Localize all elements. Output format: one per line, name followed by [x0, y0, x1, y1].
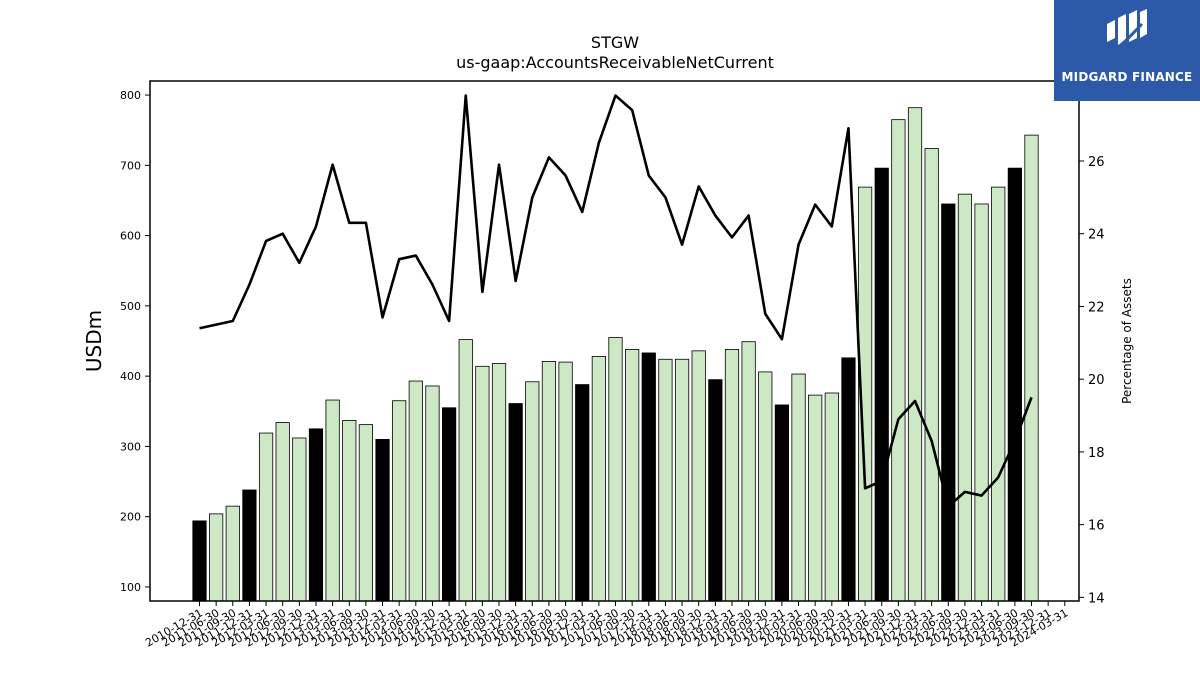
bar: [1007, 167, 1022, 602]
y-tick-label: 400: [120, 370, 141, 383]
y-right-tick-label: 26: [1088, 155, 1105, 170]
chart-subtitle: us-gaap:AccountsReceivableNetCurrent: [456, 53, 774, 72]
bar: [558, 361, 573, 602]
chart-title: STGW: [591, 33, 639, 52]
y-right-tick-label: 16: [1088, 519, 1105, 534]
bar: [342, 420, 357, 602]
bar: [774, 404, 790, 602]
bar-series: [192, 107, 1039, 602]
bar: [941, 203, 956, 602]
line-series: [199, 94, 1033, 508]
bar: [225, 505, 240, 602]
midgard-finance-logo: MIDGARD FINANCE: [1054, 0, 1200, 101]
bar: [674, 358, 690, 602]
bar: [907, 107, 923, 602]
y-tick-label: 600: [120, 230, 141, 243]
bar: [275, 422, 290, 602]
bar: [791, 373, 806, 602]
bar: [441, 407, 457, 602]
y-tick-label: 500: [120, 300, 141, 313]
bar: [425, 385, 440, 602]
bar: [209, 513, 224, 602]
bar: [491, 363, 507, 602]
bar: [541, 360, 557, 602]
bar: [358, 424, 374, 602]
y-right-tick-label: 14: [1088, 591, 1105, 606]
bar: [891, 119, 906, 602]
x-axis: 2010-12-312011-06-302011-09-302011-12-31…: [143, 601, 1070, 650]
bar: [824, 392, 839, 602]
bar: [874, 167, 889, 602]
bar: [508, 403, 523, 602]
bar: [392, 400, 407, 602]
bar: [1024, 134, 1039, 602]
bar: [258, 432, 274, 602]
bar: [292, 437, 307, 602]
bar: [841, 357, 856, 602]
bar: [974, 203, 989, 602]
y-right-tick-label: 18: [1088, 446, 1105, 461]
y-tick-label: 200: [120, 511, 141, 524]
y-right-tick-label: 20: [1088, 373, 1105, 388]
logo-text: MIDGARD FINANCE: [1061, 70, 1193, 84]
bar: [591, 356, 606, 602]
right-y-axis: 14 16 18 20 22 24 26: [1079, 155, 1105, 606]
bar: [625, 349, 640, 602]
bar: [475, 365, 490, 602]
bar: [741, 341, 756, 602]
y-tick-label: 100: [120, 581, 141, 594]
bar: [575, 384, 590, 602]
left-y-axis-label: USDm: [82, 310, 106, 372]
plot-frame: [149, 80, 1080, 602]
bar: [808, 394, 823, 602]
bar: [608, 337, 623, 602]
bar: [325, 399, 340, 602]
bar: [458, 339, 473, 602]
bar: [658, 358, 673, 602]
left-y-axis: 100 200 300 400 500 600 700 800: [120, 89, 150, 594]
bar: [691, 350, 706, 602]
y-tick-label: 700: [120, 159, 141, 172]
bar: [641, 352, 656, 602]
y-tick-label: 800: [120, 89, 141, 102]
percentage-of-assets-line: [199, 94, 1033, 508]
y-right-tick-label: 24: [1088, 228, 1105, 243]
bar: [708, 379, 723, 602]
logo-mark-icon: [1107, 9, 1147, 50]
y-tick-label: 300: [120, 440, 141, 453]
bar: [525, 381, 540, 602]
bar: [308, 428, 324, 602]
bar: [375, 438, 390, 602]
bar: [957, 193, 973, 602]
bar: [991, 186, 1006, 602]
y-right-tick-label: 22: [1088, 300, 1105, 315]
bar: [192, 520, 207, 602]
bar: [242, 489, 257, 602]
right-y-axis-label: Percentage of Assets: [1120, 278, 1134, 404]
bar: [408, 380, 423, 602]
bar: [758, 371, 773, 602]
bar: [724, 349, 740, 602]
bar: [924, 148, 939, 602]
